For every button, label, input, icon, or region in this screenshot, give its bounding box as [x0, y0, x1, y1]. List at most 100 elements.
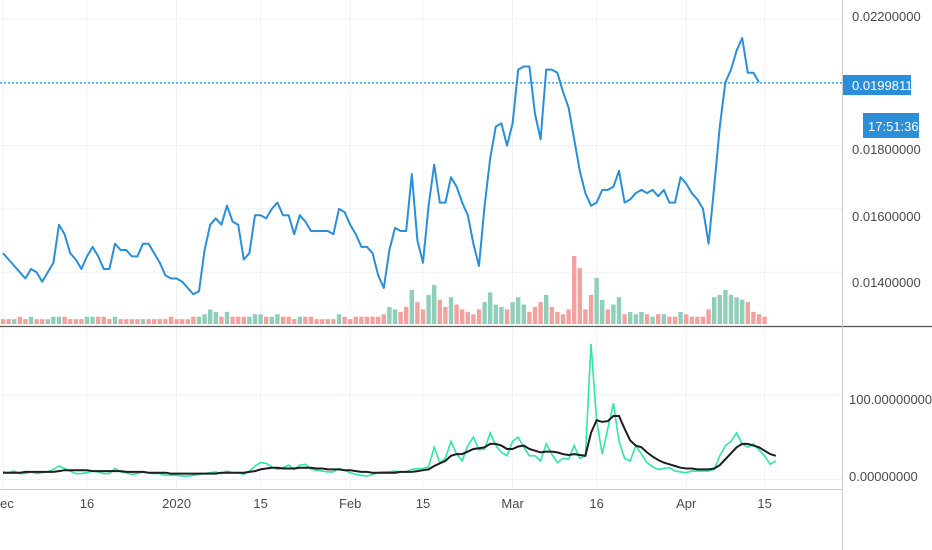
volume-bar [112, 316, 118, 324]
volume-bar [588, 294, 594, 324]
time-axis-label: Feb [339, 496, 361, 511]
volume-bar [454, 304, 459, 324]
volume-bar [712, 297, 717, 324]
volume-bar [672, 316, 678, 324]
price-line [2, 37, 760, 296]
volume-bar [460, 309, 465, 324]
volume-bar [34, 319, 39, 324]
volume-bar [163, 319, 168, 324]
volume-bar [325, 319, 330, 324]
volume-bar [96, 316, 101, 324]
volume-bar [572, 256, 577, 324]
countdown-badge [863, 113, 919, 138]
volume-bar [118, 319, 123, 324]
volume-bar [555, 311, 560, 324]
price-axis-tick: 0.01400000 [852, 275, 921, 290]
volume-bar [684, 314, 689, 324]
volume-bar [353, 316, 358, 324]
volume-bar [583, 309, 588, 324]
volume-bar [336, 314, 342, 324]
time-axis-label: Apr [676, 496, 697, 511]
volume-bar [728, 294, 734, 324]
volume-bar [594, 277, 599, 324]
volume-bar [426, 294, 431, 324]
indicator-slow-line [3, 415, 777, 475]
volume-bar [258, 314, 263, 324]
volume-bar [751, 311, 756, 324]
volume-bar [622, 314, 627, 324]
volume-bar [62, 316, 67, 324]
volume-bar [611, 304, 616, 324]
volume-bar [247, 316, 252, 324]
volume-bar [521, 304, 526, 324]
time-axis-label: 15 [253, 496, 267, 511]
volume-bar [107, 319, 112, 324]
volume-bar [370, 316, 375, 324]
volume-bar [689, 316, 694, 324]
volume-bar [286, 316, 291, 324]
volume-bar [51, 316, 56, 324]
volume-bar [740, 299, 745, 324]
volume-bar [493, 304, 498, 324]
volume-bar [762, 316, 767, 324]
volume-bar [667, 316, 672, 324]
volume-bar [292, 319, 297, 324]
volume-bar [398, 311, 403, 324]
volume-bar [392, 309, 398, 324]
volume-bar [605, 309, 610, 324]
volume-bar [499, 307, 504, 324]
last-price-badge [843, 75, 911, 95]
volume-bar [443, 307, 448, 324]
volume-bar [241, 316, 246, 324]
volume-bar [678, 311, 683, 324]
volume-bar [756, 314, 762, 324]
time-axis-label: 15 [757, 496, 771, 511]
volume-bar [17, 316, 22, 324]
volume-bar [745, 302, 750, 324]
volume-bar [202, 314, 207, 324]
volume-bar [734, 297, 739, 324]
volume-bar [28, 316, 34, 324]
volume-bar [644, 314, 650, 324]
volume-bar [717, 294, 722, 324]
volume-bar [73, 319, 78, 324]
volume-bar [650, 316, 655, 324]
volume-bar [404, 307, 409, 324]
volume-bar [381, 314, 386, 324]
volume-bar [45, 319, 50, 324]
price-axis-tick: 0.01800000 [852, 142, 921, 157]
volume-bar [415, 302, 420, 324]
time-axis-label: Mar [501, 496, 524, 511]
volume-bar [213, 311, 218, 324]
volume-bar [577, 268, 582, 324]
volume-bar [0, 319, 6, 324]
volume-bar [90, 316, 95, 324]
volume-bar [510, 302, 515, 324]
volume-bar [303, 316, 308, 324]
volume-bar [297, 316, 302, 324]
volume-bar [174, 319, 179, 324]
volume-bar [101, 316, 106, 324]
volume-bar [12, 319, 17, 324]
volume-bar [79, 319, 84, 324]
volume-bar [124, 319, 129, 324]
volume-bar [348, 319, 353, 324]
volume-bar [56, 316, 62, 324]
volume-bar [656, 314, 661, 324]
volume-bar [639, 311, 644, 324]
volume-bar [560, 314, 566, 324]
volume-bar [516, 297, 521, 324]
volume-bar [549, 307, 554, 324]
time-axis-label: 15 [416, 496, 430, 511]
time-axis: ec 16 2020 15 Feb 15 Mar 16 Apr 15 [0, 496, 772, 511]
volume-bar [538, 302, 543, 324]
volume-bar [448, 297, 454, 324]
volume-bar [269, 316, 274, 324]
volume-bar [471, 314, 476, 324]
indicator-axis-tick: 0.00000000 [849, 469, 918, 484]
volume-bar [208, 309, 213, 324]
volume-bar [280, 316, 286, 324]
chart-grid [0, 0, 842, 489]
volume-bar [230, 316, 235, 324]
